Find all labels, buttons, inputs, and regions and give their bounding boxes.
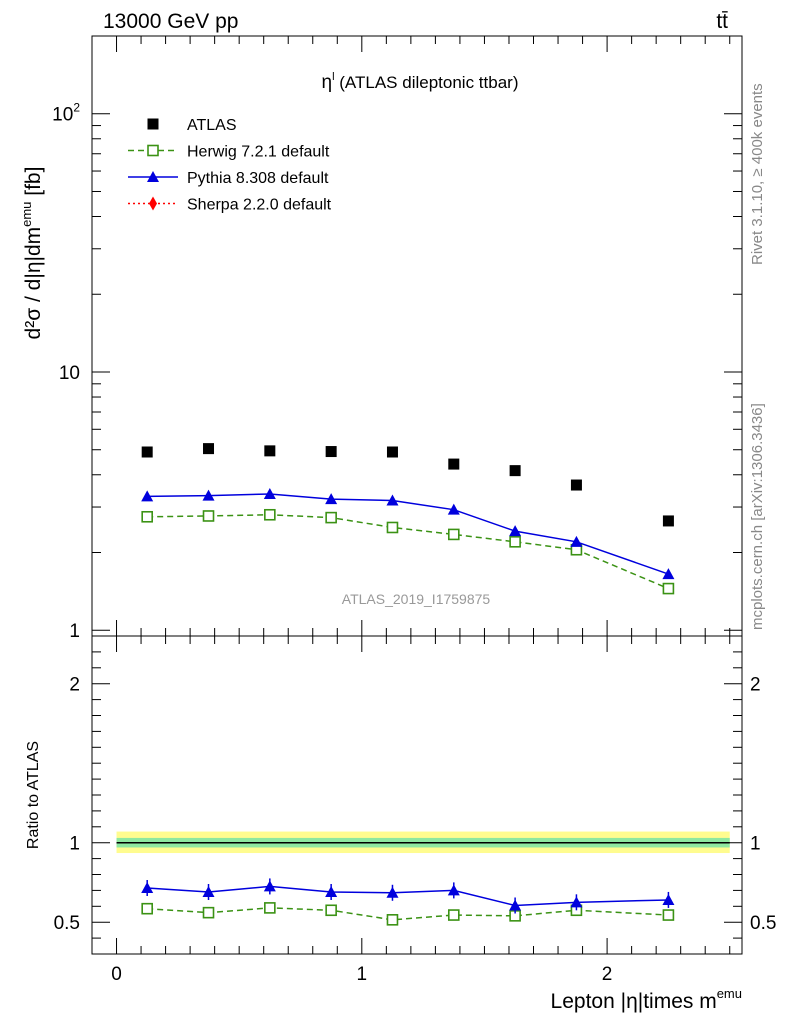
data-point — [509, 536, 521, 548]
data-point — [448, 458, 460, 470]
data-point — [509, 465, 521, 477]
y-tick-label: 102 — [52, 101, 80, 126]
chart-title: ηl (ATLAS dileptonic ttbar) — [322, 71, 519, 93]
x-axis-label: Lepton |η|times memu — [551, 986, 742, 1013]
mcplots-label: mcplots.cern.ch [arXiv:1306.3436] — [749, 403, 766, 630]
y-axis-label-sup: emu — [19, 202, 34, 227]
ratio-data-point — [141, 882, 154, 894]
ratio-tick-label: 1 — [69, 834, 80, 855]
watermark: ATLAS_2019_I1759875 — [342, 591, 491, 607]
ratio-data-point — [447, 884, 460, 896]
data-point — [202, 489, 215, 501]
ratio-data-point — [386, 886, 399, 898]
data-point — [325, 446, 337, 458]
legend-label: Pythia 8.308 default — [187, 170, 329, 187]
data-point — [203, 443, 215, 455]
ratio-tick-label: 0.5 — [54, 913, 80, 934]
y-axis-label: d²σ / d|η|dmemu [fb] — [19, 167, 45, 340]
ratio-data-point — [263, 880, 276, 892]
energy-label: 13000 GeV pp — [103, 10, 238, 33]
y-axis-label-main: d²σ / d|η|dm — [22, 227, 45, 340]
main-data-layer — [141, 443, 675, 595]
ratio-y-axis-label: Ratio to ATLAS — [25, 741, 42, 849]
x-tick-label: 1 — [357, 964, 368, 985]
ratio-series-line — [147, 907, 669, 921]
ratio-data-point — [202, 885, 215, 897]
data-point — [570, 535, 583, 547]
ratio-data-point — [509, 899, 522, 911]
data-point — [509, 525, 522, 537]
ratio-band — [116, 831, 730, 854]
y-axis-label-unit: [fb] — [22, 167, 45, 202]
data-point — [386, 446, 398, 458]
data-point — [325, 511, 337, 524]
data-point — [662, 582, 675, 595]
ratio-data-point — [202, 906, 215, 919]
series-line — [147, 493, 669, 575]
y-tick-label: 10 — [59, 363, 80, 384]
ratio-data-point — [141, 902, 153, 915]
legend-label: Sherpa 2.2.0 default — [187, 197, 332, 214]
y-tick-label-exp: 2 — [73, 101, 80, 115]
process-label: tt̄ — [716, 10, 728, 33]
y-tick-label: 1 — [69, 621, 80, 642]
data-point — [325, 493, 338, 505]
title-rest: (ATLAS dileptonic ttbar) — [335, 73, 519, 92]
data-point — [570, 479, 582, 491]
x-tick-label: 0 — [111, 964, 122, 985]
ratio-tick-label: 1 — [750, 834, 761, 855]
data-point — [202, 510, 215, 522]
ratio-data-point — [325, 904, 337, 917]
main-panel: 1 10 102 ηl (ATLAS dileptonic ttbar) ATLAS… — [19, 35, 743, 642]
data-point — [662, 568, 675, 580]
series-line — [147, 514, 669, 590]
ratio-data-point — [662, 909, 675, 921]
ratio-axis-ticks: 0.5 0.5 1 1 2 2 — [54, 636, 776, 954]
data-point — [447, 528, 460, 541]
data-point — [447, 503, 460, 515]
legend-label: Herwig 7.2.1 default — [187, 144, 330, 161]
ratio-data-point — [264, 902, 276, 914]
main-axis-ticks: 1 10 102 — [52, 35, 742, 642]
data-point — [141, 490, 154, 502]
ratio-tick-label: 2 — [69, 675, 80, 696]
rivet-label: Rivet 3.1.10, ≥ 400k events — [749, 83, 766, 265]
ratio-series-line — [147, 885, 669, 907]
data-point — [662, 515, 674, 527]
data-point — [264, 445, 276, 457]
x-tick-label: 2 — [602, 964, 613, 985]
ratio-panel: 0.5 0.5 1 1 2 2 Ratio to ATLAS — [25, 635, 776, 955]
ratio-tick-label: 2 — [750, 675, 761, 696]
ratio-data-point — [662, 893, 675, 905]
legend-marker — [147, 144, 159, 157]
x-axis-label-main: Lepton |η|times m — [551, 990, 717, 1013]
title-eta: η — [322, 72, 333, 93]
title-sup: l — [332, 71, 334, 83]
ratio-data-point — [570, 896, 583, 908]
x-tick-labels: 0 1 2 — [111, 964, 612, 985]
legend-marker — [147, 118, 159, 130]
data-point — [141, 510, 153, 523]
data-point — [264, 508, 276, 521]
ratio-tick-label: 0.5 — [750, 913, 776, 934]
legend-marker — [149, 196, 157, 211]
ratio-data-point — [325, 885, 338, 897]
data-point — [386, 521, 399, 534]
data-point — [386, 494, 399, 506]
data-point — [141, 446, 153, 458]
ratio-data-point — [447, 909, 460, 921]
x-axis-label-sup: emu — [717, 986, 742, 1001]
data-point — [263, 487, 276, 499]
ratio-frame — [91, 635, 743, 955]
ratio-data-point — [386, 914, 399, 926]
legend: ATLAS Herwig 7.2.1 default Pythia 8.308 de… — [128, 117, 332, 214]
legend-label: ATLAS — [187, 117, 237, 134]
legend-marker — [147, 171, 159, 182]
ratio-data-layer — [141, 878, 675, 926]
